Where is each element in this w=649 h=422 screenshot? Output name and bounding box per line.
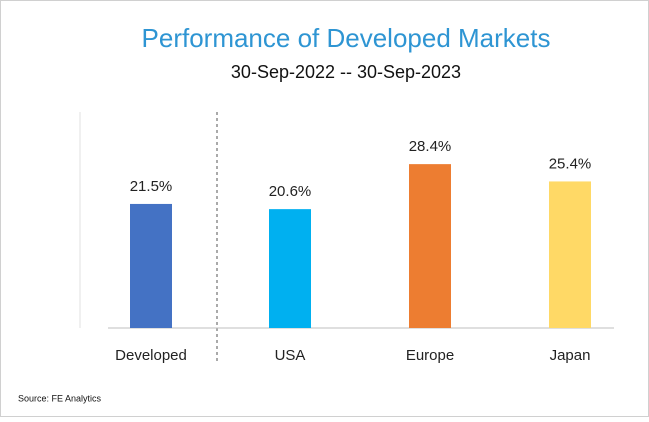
value-label: 25.4% xyxy=(549,155,592,172)
source-note: Source: FE Analytics xyxy=(18,393,102,403)
x-tick-label: Developed xyxy=(115,347,187,364)
chart-title: Performance of Developed Markets xyxy=(142,23,551,53)
x-tick-label: Europe xyxy=(406,347,454,364)
chart-subtitle: 30-Sep-2022 -- 30-Sep-2023 xyxy=(231,62,461,82)
value-label: 20.6% xyxy=(269,183,312,200)
x-tick-label: USA xyxy=(275,347,306,364)
value-label: 28.4% xyxy=(409,138,452,155)
value-label: 21.5% xyxy=(130,178,173,195)
bar xyxy=(269,209,311,328)
bar xyxy=(549,181,591,328)
bar xyxy=(409,164,451,328)
bar xyxy=(130,203,172,328)
x-tick-label: Japan xyxy=(550,347,591,364)
